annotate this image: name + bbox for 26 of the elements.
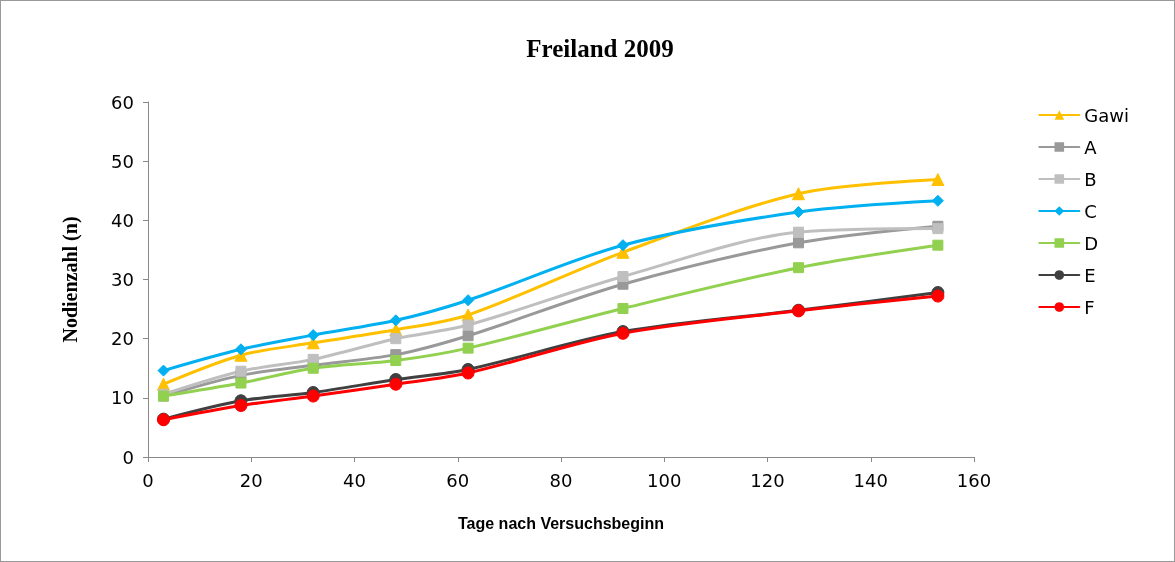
x-tick-label: 0 (142, 469, 154, 491)
x-tick-label: 40 (343, 469, 366, 491)
legend-label: B (1084, 168, 1097, 190)
chart-title: Freiland 2009 (526, 35, 674, 62)
y-tick-label: 50 (111, 150, 134, 172)
y-tick-label: 20 (111, 328, 134, 350)
legend-label: D (1084, 232, 1099, 254)
legend-label: Gawi (1084, 104, 1129, 126)
x-tick-label: 80 (549, 469, 573, 491)
legend-label: C (1084, 200, 1097, 222)
x-tick-label: 20 (239, 469, 263, 491)
x-tick-label: 160 (956, 469, 992, 491)
x-tick-label: 60 (446, 469, 470, 491)
y-tick-label: 60 (111, 91, 134, 113)
x-tick-label: 100 (647, 469, 682, 491)
x-tick-label: 120 (750, 469, 785, 491)
legend-label: F (1084, 296, 1095, 318)
x-tick-label: 140 (853, 469, 888, 491)
legend-label: A (1084, 136, 1098, 158)
y-tick-label: 40 (111, 209, 134, 231)
legend-label: E (1084, 264, 1096, 286)
y-tick-label: 30 (111, 269, 134, 290)
x-axis-title: Tage nach Versuchsbeginn (458, 514, 664, 532)
y-tick-label: 0 (122, 446, 134, 468)
y-axis-title: Nodienzahl (n) (59, 216, 82, 343)
y-tick-label: 10 (111, 387, 134, 409)
